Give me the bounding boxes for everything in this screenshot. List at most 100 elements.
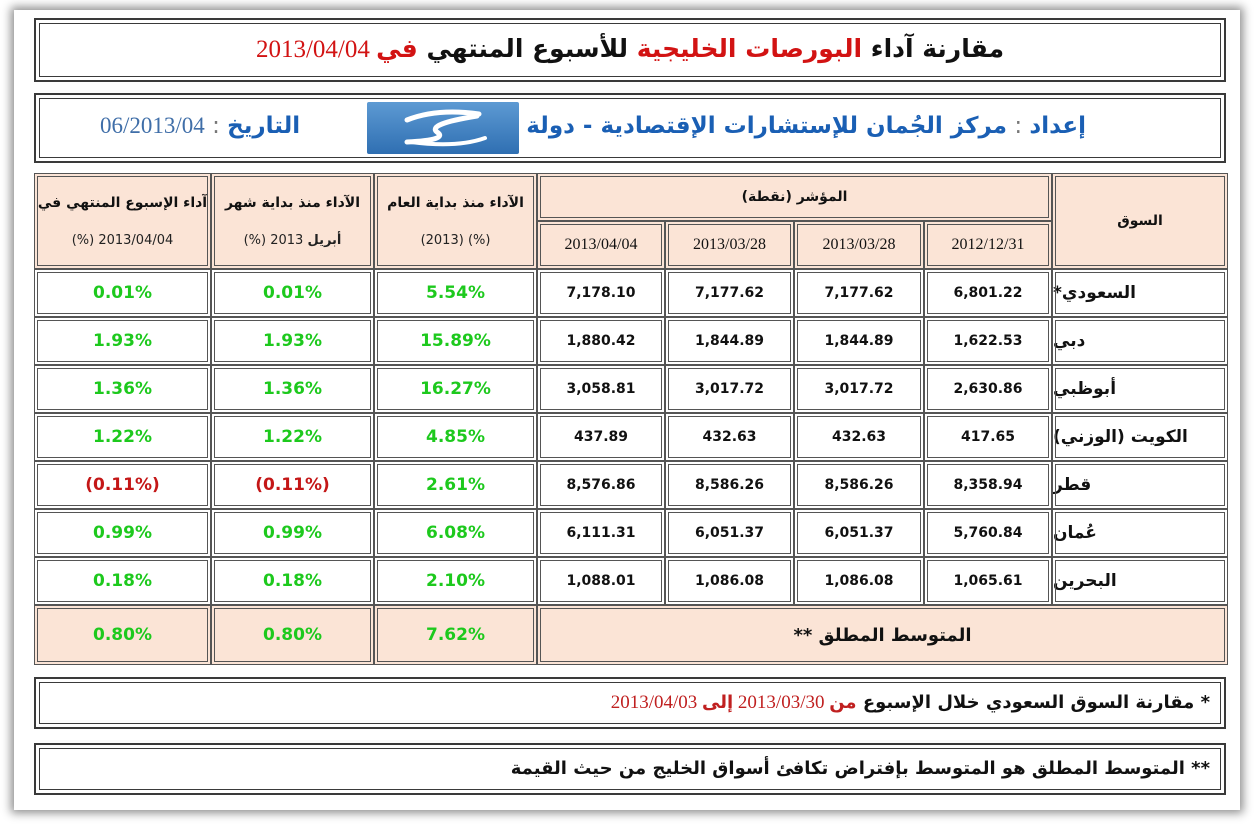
index-value-3-cell: 1,086.08 bbox=[665, 557, 794, 605]
col-ytd-header: الآداء منذ بداية العام (%) (2013) bbox=[374, 173, 537, 269]
index-value-1: 2,630.86 bbox=[953, 381, 1023, 397]
market-name-cell: الكويت (الوزني) bbox=[1052, 413, 1228, 461]
week-performance-cell: 1.22% bbox=[34, 413, 211, 461]
ytd-performance: 4.85% bbox=[426, 427, 485, 447]
note-saudi: * مقارنة السوق السعودي خلال الإسبوع من 2… bbox=[34, 677, 1226, 729]
index-value-1-cell: 1,622.53 bbox=[924, 317, 1052, 365]
mtd-performance-cell: 0.18% bbox=[211, 557, 374, 605]
col-index-date-1: 2012/12/31 bbox=[924, 221, 1052, 269]
mtd-performance: 0.99% bbox=[263, 523, 322, 543]
preparer-name: مركز الجُمان للإستشارات الإقتصادية - دول… bbox=[440, 113, 1008, 139]
index-value-2: 1,844.89 bbox=[824, 333, 894, 349]
col-index-group-label: المؤشر (نقطة) bbox=[741, 189, 848, 205]
index-value-4: 8,576.86 bbox=[566, 477, 636, 493]
avg-week: 0.80% bbox=[93, 625, 152, 645]
aljuman-logo bbox=[367, 102, 519, 154]
week-performance-cell: 0.01% bbox=[34, 269, 211, 317]
market-name-cell: دبي bbox=[1052, 317, 1228, 365]
market-name-cell: أبوظبي bbox=[1052, 365, 1228, 413]
title-part3: للأسبوع المنتهي bbox=[417, 34, 637, 63]
index-value-3: 1,086.08 bbox=[694, 573, 765, 589]
col-index-date-2: 2013/03/28 bbox=[794, 221, 924, 269]
avg-week-cell: 0.80% bbox=[34, 605, 211, 665]
week-performance-cell: 0.99% bbox=[34, 509, 211, 557]
report-date: التاريخ : 06/2013/04 bbox=[100, 113, 300, 139]
ytd-performance-cell: 6.08% bbox=[374, 509, 537, 557]
index-value-4: 1,088.01 bbox=[566, 573, 636, 589]
col-index-date-3: 2013/03/28 bbox=[665, 221, 794, 269]
mtd-performance: 1.22% bbox=[263, 427, 322, 447]
week-performance-cell: 0.18% bbox=[34, 557, 211, 605]
index-value-3-cell: 8,586.26 bbox=[665, 461, 794, 509]
report-sheet: مقارنة آداء البورصات الخليجية للأسبوع ال… bbox=[14, 10, 1240, 810]
logo-mark-icon bbox=[404, 109, 487, 147]
avg-mtd: 0.80% bbox=[263, 625, 322, 645]
market-name-cell: قطر bbox=[1052, 461, 1228, 509]
col-index-date-4: 2013/04/04 bbox=[537, 221, 665, 269]
week-performance: 1.36% bbox=[93, 379, 152, 399]
col-market-label: السوق bbox=[1117, 213, 1163, 229]
index-value-2: 8,586.26 bbox=[824, 477, 894, 493]
note1-to: إلى bbox=[702, 692, 734, 713]
week-performance: 0.99% bbox=[93, 523, 152, 543]
header-box: إعداد : مركز الجُمان للإستشارات الإقتصاد… bbox=[34, 93, 1226, 163]
date-label: التاريخ bbox=[227, 113, 301, 139]
title-highlight: البورصات الخليجية bbox=[636, 34, 863, 63]
index-value-1-cell: 1,065.61 bbox=[924, 557, 1052, 605]
note2-text: ** المتوسط المطلق هو المتوسط بإفتراض تكا… bbox=[510, 758, 1210, 779]
index-value-1-cell: 6,801.22 bbox=[924, 269, 1052, 317]
avg-mtd-cell: 0.80% bbox=[211, 605, 374, 665]
index-date-2: 2013/03/28 bbox=[822, 236, 896, 253]
week-performance: 0.18% bbox=[93, 571, 152, 591]
ytd-performance: 2.10% bbox=[426, 571, 485, 591]
index-value-1-cell: 5,760.84 bbox=[924, 509, 1052, 557]
index-value-3-cell: 6,051.37 bbox=[665, 509, 794, 557]
note1-date-from: 2013/03/30 bbox=[733, 692, 830, 713]
index-value-2-cell: 3,017.72 bbox=[794, 365, 924, 413]
note-average: ** المتوسط المطلق هو المتوسط بإفتراض تكا… bbox=[34, 743, 1226, 795]
col-week-label: آداء الإسبوع المنتهي في bbox=[37, 194, 208, 211]
title-date: 2013/04/04 bbox=[255, 36, 377, 63]
index-value-3: 8,586.26 bbox=[694, 477, 765, 493]
market-name: قطر bbox=[1053, 475, 1092, 495]
week-performance-cell: 1.93% bbox=[34, 317, 211, 365]
col-mtd-sub: 2013 (%) bbox=[243, 232, 308, 248]
market-name-cell: السعودي* bbox=[1052, 269, 1228, 317]
week-performance-cell: (0.11%) bbox=[34, 461, 211, 509]
index-value-3: 3,017.72 bbox=[694, 381, 765, 397]
col-ytd-label: الآداء منذ بداية العام bbox=[387, 194, 524, 211]
prepared-label: إعداد bbox=[1029, 113, 1086, 139]
index-value-4: 7,178.10 bbox=[566, 285, 636, 301]
title-in: في bbox=[376, 34, 418, 63]
market-name: الكويت (الوزني) bbox=[1053, 427, 1188, 447]
index-value-1: 6,801.22 bbox=[953, 285, 1023, 301]
ytd-performance-cell: 16.27% bbox=[374, 365, 537, 413]
index-value-2-cell: 7,177.62 bbox=[794, 269, 924, 317]
report-title: مقارنة آداء البورصات الخليجية للأسبوع ال… bbox=[36, 34, 1224, 64]
index-value-3-cell: 1,844.89 bbox=[665, 317, 794, 365]
index-value-4-cell: 1,880.42 bbox=[537, 317, 665, 365]
index-value-1-cell: 417.65 bbox=[924, 413, 1052, 461]
index-value-4-cell: 8,576.86 bbox=[537, 461, 665, 509]
ytd-performance: 2.61% bbox=[426, 475, 485, 495]
index-value-4: 6,111.31 bbox=[566, 525, 636, 541]
mtd-performance-cell: 0.01% bbox=[211, 269, 374, 317]
ytd-performance: 15.89% bbox=[420, 331, 491, 351]
market-name-cell: عُمان bbox=[1052, 509, 1228, 557]
mtd-performance-cell: (0.11%) bbox=[211, 461, 374, 509]
index-value-3-cell: 3,017.72 bbox=[665, 365, 794, 413]
week-performance-cell: 1.36% bbox=[34, 365, 211, 413]
market-name: دبي bbox=[1053, 331, 1086, 351]
index-value-3: 1,844.89 bbox=[694, 333, 765, 349]
col-mtd-label: الآداء منذ بداية شهر bbox=[224, 194, 361, 211]
market-name: السعودي* bbox=[1053, 283, 1136, 303]
ytd-performance-cell: 5.54% bbox=[374, 269, 537, 317]
index-value-4: 3,058.81 bbox=[566, 381, 636, 397]
index-value-2-cell: 1,844.89 bbox=[794, 317, 924, 365]
ytd-performance: 6.08% bbox=[426, 523, 485, 543]
index-date-4: 2013/04/04 bbox=[564, 236, 638, 253]
market-name: عُمان bbox=[1053, 523, 1097, 543]
index-value-1: 1,065.61 bbox=[953, 573, 1023, 589]
note1-text: * مقارنة السوق السعودي خلال الإسبوع bbox=[856, 692, 1210, 713]
title-part1: مقارنة آداء bbox=[862, 34, 1005, 63]
